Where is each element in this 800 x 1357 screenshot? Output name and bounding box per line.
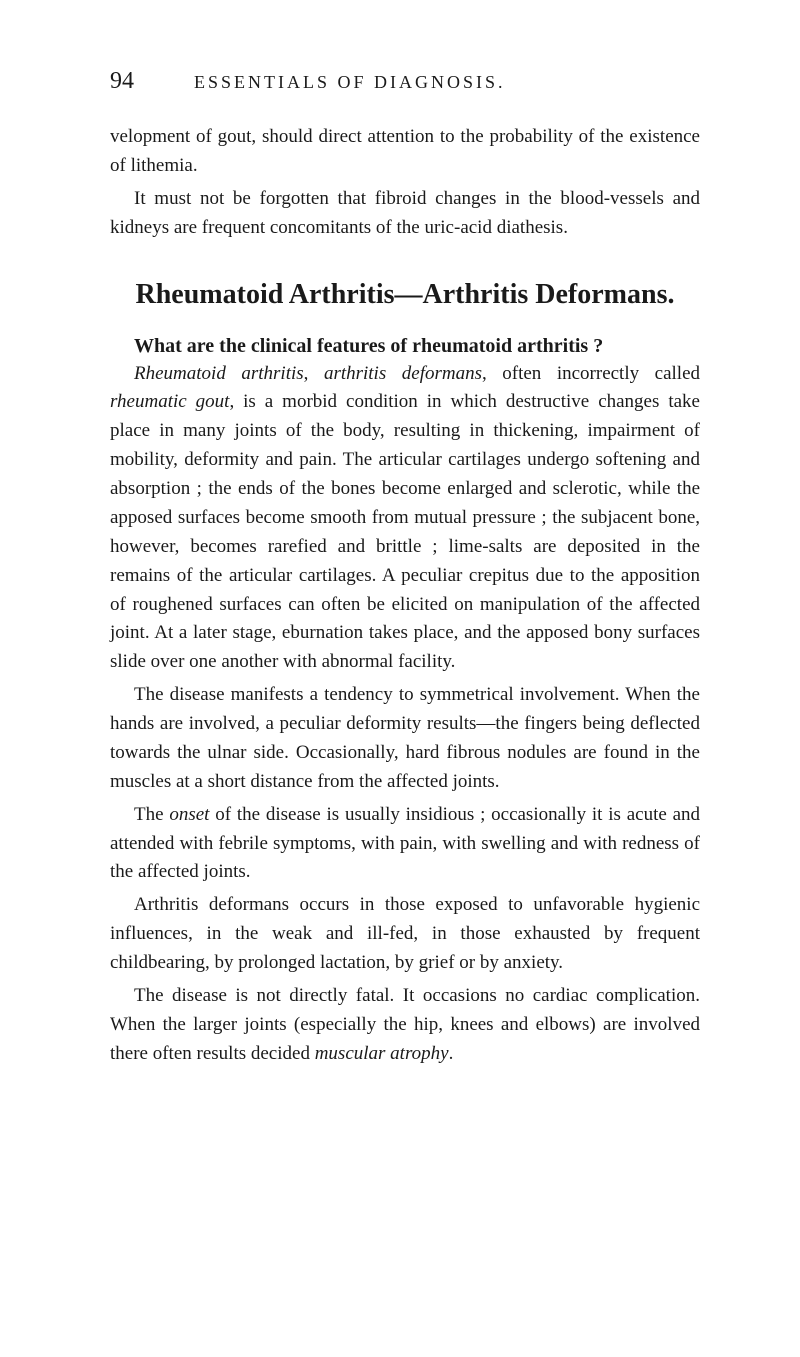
section-question: What are the clinical features of rheuma… — [110, 335, 700, 358]
paragraph: Arthritis deformans occurs in those expo… — [110, 891, 700, 978]
page-number: 94 — [110, 68, 134, 95]
document-page: 94 ESSENTIALS OF DIAGNOSIS. velopment of… — [0, 0, 800, 1357]
intro-section: velopment of gout, should direct attenti… — [110, 123, 700, 243]
paragraph: The onset of the disease is usually insi… — [110, 801, 700, 888]
paragraph: Rheumatoid arthritis, arthritis deforman… — [110, 360, 700, 678]
body-section: Rheumatoid arthritis, arthritis deforman… — [110, 360, 700, 1069]
running-title: ESSENTIALS OF DIAGNOSIS. — [194, 72, 506, 93]
paragraph: The disease manifests a tendency to symm… — [110, 681, 700, 797]
paragraph: It must not be forgotten that fibroid ch… — [110, 185, 700, 243]
paragraph: The disease is not directly fatal. It oc… — [110, 982, 700, 1069]
page-header: 94 ESSENTIALS OF DIAGNOSIS. — [110, 68, 700, 95]
section-heading: Rheumatoid Arthritis—Arthritis Deformans… — [110, 279, 700, 311]
paragraph: velopment of gout, should direct attenti… — [110, 123, 700, 181]
